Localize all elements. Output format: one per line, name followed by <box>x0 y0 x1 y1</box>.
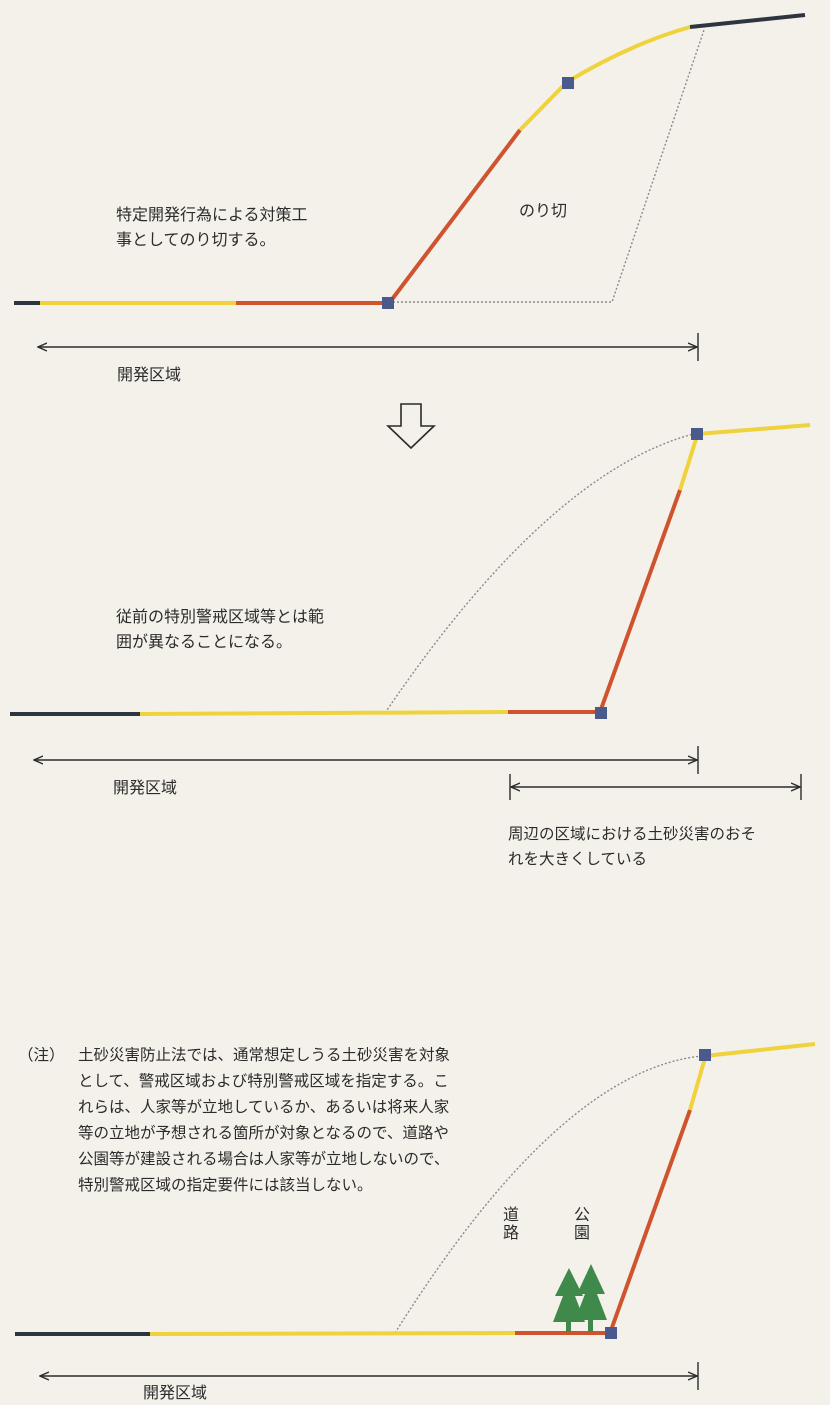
stage2-yellow-flat <box>139 710 509 716</box>
stage3-yellow-top <box>704 1042 816 1058</box>
stage2-red-slope <box>598 489 682 713</box>
stage1-caption: 特定開発行為による対策工 事としてのり切する。 <box>116 202 308 252</box>
cut-label: のり切 <box>519 201 568 220</box>
stage1-ground-top <box>689 13 806 29</box>
stage3-red-slope <box>608 1109 692 1334</box>
surrounding-caption-line2: れを大きくしている <box>508 850 648 868</box>
stage1-caption-line1: 特定開発行為による対策工 <box>116 205 308 224</box>
tree-icon <box>553 1264 607 1332</box>
stage3-yellow-flat <box>149 1331 516 1336</box>
stage3-node-crest <box>699 1049 711 1061</box>
note-text: 土砂災害防止法では、通常想定しうる土砂災害を対象として、警戒区域および特別警戒区… <box>78 1046 451 1194</box>
stage1-area-label: 開発区域 <box>117 365 182 384</box>
stage1-node-toe <box>382 297 394 309</box>
stage1-red-slope <box>388 128 522 304</box>
stage2-caption: 従前の特別警戒区域等とは範 囲が異なることになる。 <box>116 604 324 654</box>
stage1-yellow-slope <box>518 80 569 132</box>
stage2-node-crest <box>691 428 703 440</box>
surrounding-caption: 周辺の区域における土砂災害のおそ れを大きくしている <box>508 822 756 872</box>
stage1-node-crest <box>562 77 574 89</box>
stage2-yellow-top <box>696 423 811 436</box>
road-label: 道路 <box>500 1206 519 1242</box>
down-arrow-icon <box>386 403 436 450</box>
stage2-area-label: 開発区域 <box>113 778 178 797</box>
stage2-former-slope-outline <box>384 432 698 714</box>
stage1-diagram <box>14 13 806 361</box>
stage1-caption-line2: 事としてのり切する。 <box>116 230 276 249</box>
note-mark: （注） <box>18 1046 65 1064</box>
stage1-cut-outline <box>393 29 705 303</box>
stage3-former-slope-outline <box>394 1055 703 1334</box>
stage3-area-label: 開発区域 <box>143 1383 208 1402</box>
stage2-caption-line2: 囲が異なることになる。 <box>116 632 293 651</box>
surrounding-caption-line1: 周辺の区域における土砂災害のおそ <box>508 825 757 843</box>
stage3-yellow-slope <box>688 1057 707 1111</box>
stage3-diagram <box>15 1042 816 1390</box>
stage3-node-toe <box>605 1327 617 1339</box>
stage2-caption-line1: 従前の特別警戒区域等とは範 <box>116 607 325 626</box>
stage2-node-toe <box>595 707 607 719</box>
park-label: 公園 <box>571 1206 590 1242</box>
note-block: （注） 土砂災害防止法では、通常想定しうる土砂災害を対象として、警戒区域および特… <box>18 1042 458 1198</box>
stage1-yellow-crest <box>565 25 691 84</box>
stage2-yellow-slope <box>678 435 699 491</box>
stage2-diagram <box>10 423 811 800</box>
